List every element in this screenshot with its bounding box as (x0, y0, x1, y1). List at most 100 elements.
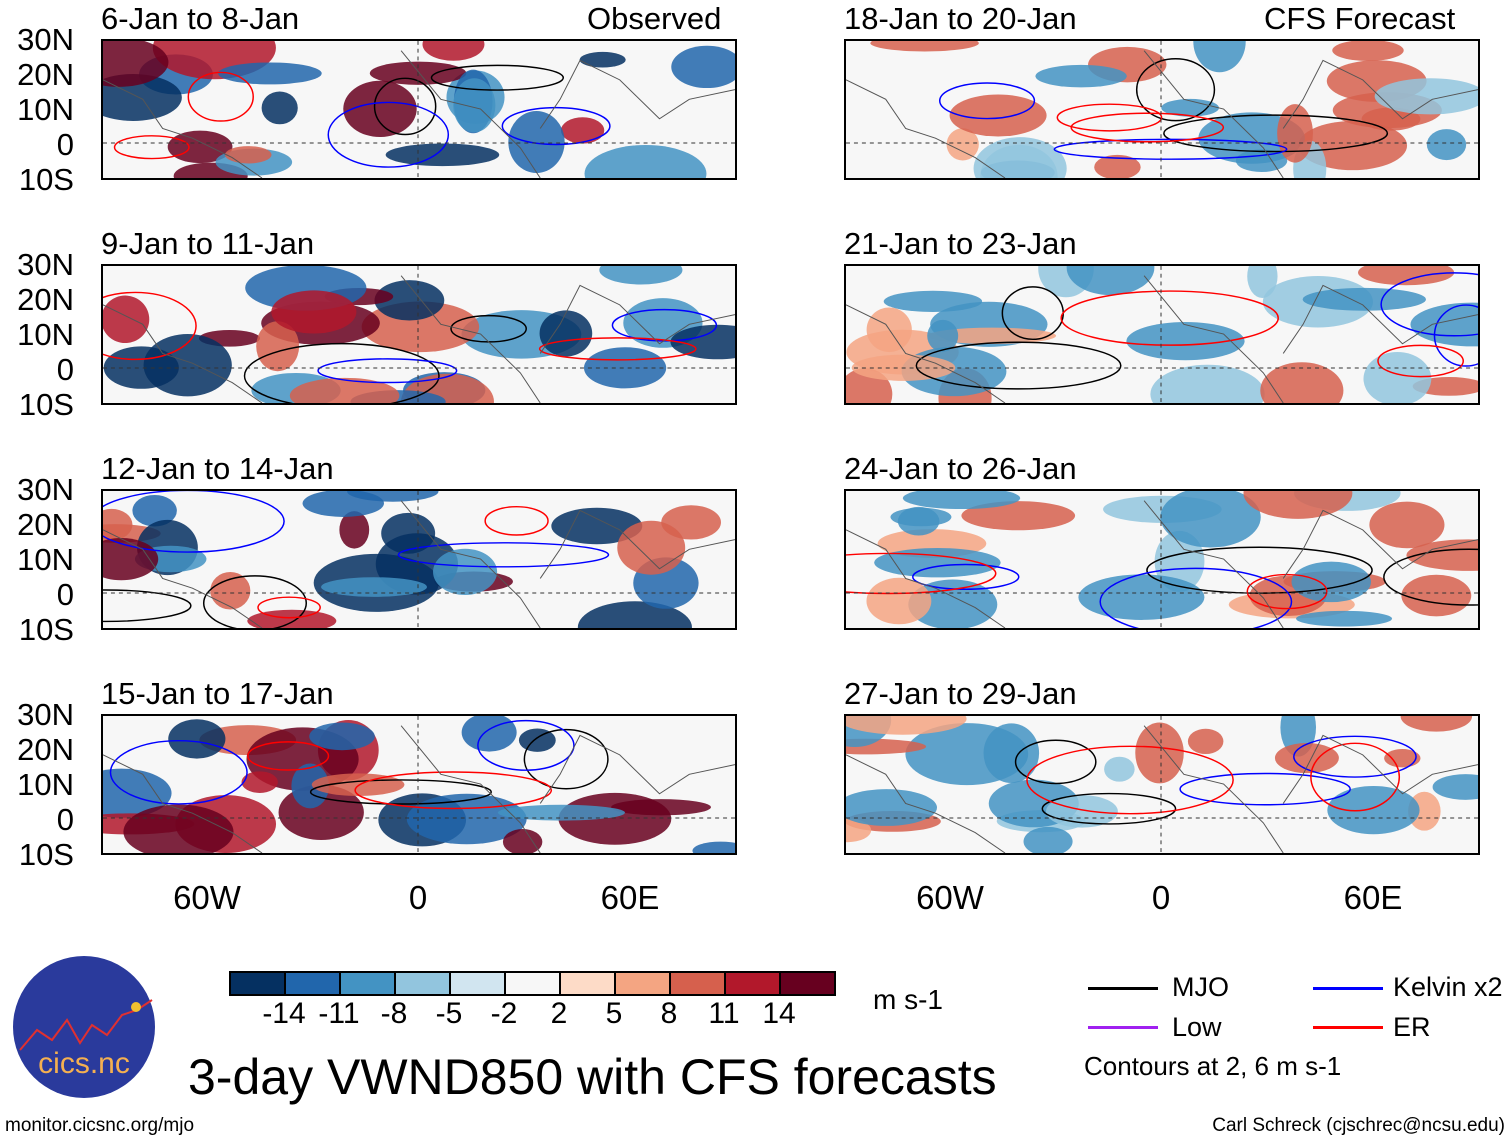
colorbar-swatch (286, 973, 341, 994)
anomaly-shading (902, 491, 1021, 510)
anomaly-shading (224, 146, 272, 164)
anomaly-shading (846, 716, 967, 735)
colorbar-label: 8 (660, 997, 678, 1030)
wave-contour (484, 505, 549, 536)
anomaly-shading (1327, 785, 1420, 835)
wave-contour (1053, 138, 1288, 160)
colorbar-label: -8 (380, 997, 408, 1030)
wave-contour (523, 728, 609, 790)
lat-label: 0 (56, 352, 74, 387)
anomaly-shading (874, 547, 1001, 578)
colorbar-label: -2 (490, 997, 518, 1030)
wave-contour (846, 552, 997, 595)
lat-label: 30N (17, 22, 74, 57)
anomaly-shading (461, 716, 517, 752)
colorbar-label: -11 (318, 997, 360, 1030)
wave-contour (501, 106, 611, 146)
wave-contour (397, 542, 610, 568)
wave-contour (912, 563, 1020, 590)
wave-contour (1179, 772, 1351, 806)
map-panel (844, 39, 1480, 180)
coastline (103, 500, 735, 628)
anomaly-shading (422, 41, 485, 61)
colorbar-label: 11 (708, 997, 740, 1030)
anomaly-shading (103, 41, 169, 87)
colorbar (229, 971, 836, 996)
anomaly-shading (579, 51, 626, 68)
panel-title: 6-Jan to 8-Jan (101, 1, 300, 36)
anomaly-shading (1302, 287, 1426, 311)
colorbar-swatch (616, 973, 671, 994)
lon-label: 0 (1151, 879, 1171, 916)
lat-label: 10N (17, 92, 74, 127)
lat-label: 10S (18, 837, 74, 872)
wave-contour (202, 575, 307, 628)
anomaly-shading (502, 828, 543, 853)
lat-label: 20N (17, 732, 74, 767)
colorbar-label: -5 (435, 997, 463, 1030)
anomaly-shading (321, 577, 427, 597)
anomaly-shading (583, 347, 667, 389)
anomaly-shading (897, 506, 940, 536)
anomaly-shading (497, 804, 625, 821)
anomaly-shading (551, 507, 643, 545)
legend-er: ER (1393, 1012, 1431, 1042)
coastline (103, 725, 735, 853)
wave-contour (1026, 745, 1234, 815)
anomaly-shading (866, 577, 932, 625)
colorbar-label: 14 (762, 997, 796, 1030)
anomaly-shading (1410, 302, 1478, 347)
wave-contour (327, 101, 450, 168)
colorbar-swatch (671, 973, 726, 994)
anomaly-shading (311, 773, 405, 797)
anomaly-shading (671, 45, 735, 89)
wave-contour (309, 779, 492, 805)
anomaly-shading (1135, 722, 1184, 784)
panel-title: 12-Jan to 14-Jan (101, 451, 334, 486)
anomaly-shading (1023, 826, 1073, 853)
colorbar-swatch (726, 973, 781, 994)
wave-contour (938, 82, 1036, 120)
wave-contour (1070, 112, 1225, 143)
anomaly-shading (167, 130, 233, 164)
anomaly-shading (1291, 561, 1372, 603)
figure-title: 3-day VWND850 with CFS forecasts (188, 1049, 997, 1105)
er-line-icon (1313, 1026, 1383, 1029)
colorbar-swatch (396, 973, 451, 994)
coastline (103, 275, 735, 403)
anomaly-shading (385, 143, 500, 167)
coastline (846, 500, 1478, 628)
colorbar-swatch (341, 973, 396, 994)
lat-label: 20N (17, 282, 74, 317)
svg-text:cics.nc: cics.nc (38, 1047, 130, 1080)
low-line-icon (1088, 1026, 1158, 1029)
lon-label: 60E (600, 879, 660, 916)
wave-contour (1380, 272, 1478, 337)
anomaly-shading (1363, 351, 1432, 403)
anomaly-shading (1401, 574, 1472, 617)
mjo-line-icon (1088, 987, 1158, 990)
colorbar-swatch (561, 973, 616, 994)
lat-label: 30N (17, 697, 74, 732)
colorbar-label: 5 (605, 997, 623, 1030)
anomaly-shading (143, 333, 232, 397)
wave-contour (1163, 114, 1389, 153)
wave-contour (257, 596, 321, 619)
anomaly-shading (374, 280, 445, 321)
map-panel (101, 264, 737, 405)
anomaly-shading (1296, 610, 1393, 627)
anomaly-shading (1432, 774, 1478, 800)
legend-mjo: MJO (1172, 972, 1229, 1002)
anomaly-shading (132, 494, 177, 527)
anomaly-shading (339, 511, 370, 549)
lat-label: 0 (56, 577, 74, 612)
anomaly-shading (1035, 64, 1127, 88)
wave-contour (243, 342, 440, 403)
anomaly-shading (1298, 120, 1408, 171)
anomaly-shading (218, 62, 322, 85)
anomaly-shading (670, 324, 735, 360)
anomaly-shading (1384, 749, 1421, 768)
legend-low: Low (1172, 1012, 1222, 1042)
map-panel (844, 264, 1480, 405)
lat-label: 20N (17, 57, 74, 92)
